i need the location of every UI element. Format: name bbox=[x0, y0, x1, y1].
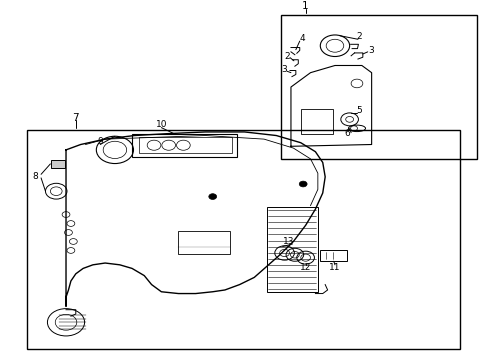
Bar bbox=[178, 231, 229, 254]
Bar bbox=[281, 15, 476, 159]
Bar bbox=[266, 207, 317, 292]
Text: 13: 13 bbox=[282, 237, 294, 246]
Text: 2: 2 bbox=[356, 32, 362, 41]
Text: 2: 2 bbox=[284, 51, 289, 60]
Text: 5: 5 bbox=[356, 106, 362, 115]
Text: 9: 9 bbox=[97, 137, 103, 146]
Bar bbox=[51, 160, 65, 168]
Circle shape bbox=[299, 181, 306, 187]
Text: 4: 4 bbox=[299, 34, 305, 43]
Text: 12: 12 bbox=[299, 263, 311, 272]
Bar bbox=[320, 250, 346, 261]
Text: 11: 11 bbox=[328, 263, 340, 272]
Text: 7: 7 bbox=[72, 113, 79, 122]
Text: 3: 3 bbox=[281, 65, 286, 74]
Circle shape bbox=[208, 194, 216, 199]
Bar bbox=[300, 109, 332, 134]
Text: 8: 8 bbox=[32, 172, 38, 181]
Text: 10: 10 bbox=[155, 120, 167, 129]
Bar bbox=[132, 134, 237, 157]
Text: 3: 3 bbox=[367, 46, 373, 55]
Text: 6: 6 bbox=[344, 129, 349, 138]
Text: 1: 1 bbox=[302, 1, 308, 11]
Bar bbox=[27, 130, 459, 349]
Bar bbox=[139, 137, 232, 153]
